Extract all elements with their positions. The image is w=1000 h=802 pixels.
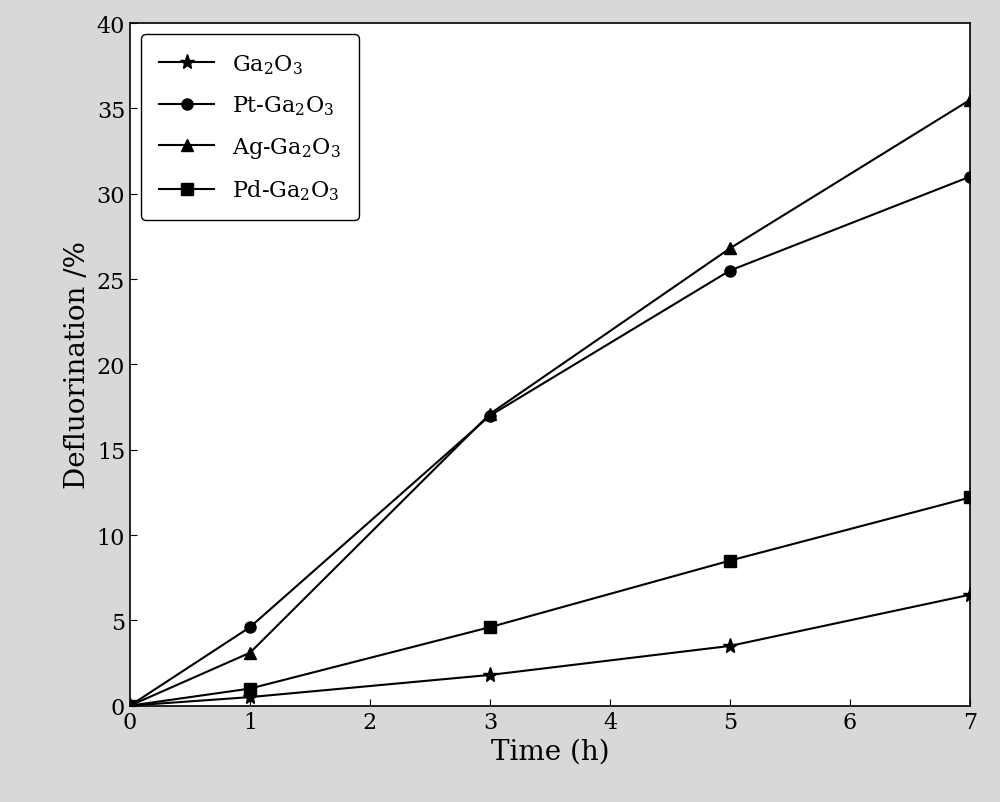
Pd-Ga$_2$O$_3$ [244,684,256,694]
Ag-Ga$_2$O$_3$ [964,96,976,106]
Pd-Ga$_2$O$_3$ [964,493,976,503]
Ag-Ga$_2$O$_3$ [484,410,496,419]
Legend: Ga$_2$O$_3$, Pt-Ga$_2$O$_3$, Ag-Ga$_2$O$_3$, Pd-Ga$_2$O$_3$: Ga$_2$O$_3$, Pt-Ga$_2$O$_3$, Ag-Ga$_2$O$… [141,35,359,221]
Ga$_2$O$_3$ [484,670,496,680]
Ag-Ga$_2$O$_3$ [244,648,256,658]
Ga$_2$O$_3$ [124,701,136,711]
Ag-Ga$_2$O$_3$ [124,701,136,711]
Pt-Ga$_2$O$_3$ [724,266,736,276]
Pd-Ga$_2$O$_3$ [484,622,496,632]
Pt-Ga$_2$O$_3$ [964,172,976,182]
Pd-Ga$_2$O$_3$ [124,701,136,711]
Ag-Ga$_2$O$_3$ [724,244,736,253]
Line: Ag-Ga$_2$O$_3$: Ag-Ga$_2$O$_3$ [124,95,976,711]
Pt-Ga$_2$O$_3$ [244,622,256,632]
Pt-Ga$_2$O$_3$ [124,701,136,711]
Y-axis label: Defluorination /%: Defluorination /% [64,241,91,488]
Line: Pt-Ga$_2$O$_3$: Pt-Ga$_2$O$_3$ [124,172,976,711]
Line: Ga$_2$O$_3$: Ga$_2$O$_3$ [122,587,978,714]
Ga$_2$O$_3$ [964,590,976,600]
Pt-Ga$_2$O$_3$ [484,411,496,421]
Line: Pd-Ga$_2$O$_3$: Pd-Ga$_2$O$_3$ [124,492,976,711]
Ga$_2$O$_3$ [724,642,736,651]
Ga$_2$O$_3$ [244,692,256,702]
Pd-Ga$_2$O$_3$ [724,556,736,565]
X-axis label: Time (h): Time (h) [491,738,609,765]
